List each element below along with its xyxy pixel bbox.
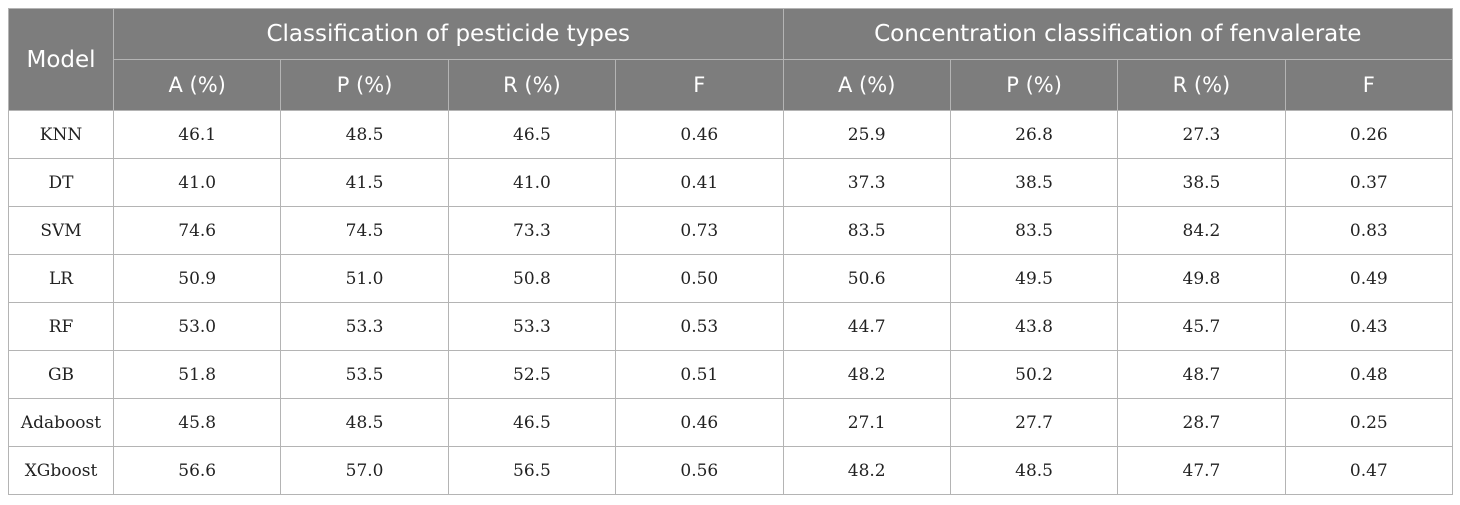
metric-value-cell: 38.5 <box>1117 158 1286 207</box>
metric-value-cell: 28.7 <box>1117 398 1286 447</box>
metric-value-cell: 0.37 <box>1284 158 1454 207</box>
metric-value-cell: 41.0 <box>447 158 617 207</box>
metric-value-cell: 50.8 <box>447 254 617 303</box>
metric-value-cell: 84.2 <box>1117 206 1286 255</box>
metric-value-cell: 50.2 <box>949 350 1119 399</box>
header-row-groups: Model Classification of pesticide types … <box>8 8 1454 111</box>
table-row: KNN 46.1 48.5 46.5 0.46 25.9 26.8 27.3 0.26 <box>8 110 1454 159</box>
metric-value-cell: 27.1 <box>782 398 951 447</box>
table-row: SVM 74.6 74.5 73.3 0.73 83.5 83.5 84.2 0.83 <box>8 206 1454 255</box>
metric-value-cell: 43.8 <box>949 302 1119 351</box>
metric-value-cell: 27.3 <box>1117 110 1286 159</box>
metric-value-cell: 52.5 <box>447 350 617 399</box>
metric-header-precision: P (%) <box>949 59 1119 111</box>
metric-value-cell: 0.41 <box>615 158 784 207</box>
table-body: KNN 46.1 48.5 46.5 0.46 25.9 26.8 27.3 0.26 DT 41.… <box>8 110 1454 495</box>
metric-value-cell: 51.8 <box>112 350 282 399</box>
metric-value-cell: 0.49 <box>1284 254 1454 303</box>
metric-value-cell: 48.5 <box>949 446 1119 495</box>
metric-value-cell: 74.5 <box>280 206 449 255</box>
metric-value-cell: 0.43 <box>1284 302 1454 351</box>
metric-value-cell: 50.9 <box>112 254 282 303</box>
metric-value-cell: 48.2 <box>782 350 951 399</box>
metric-value-cell: 45.8 <box>112 398 282 447</box>
metric-value-cell: 53.5 <box>280 350 449 399</box>
metric-value-cell: 48.7 <box>1117 350 1286 399</box>
metric-value-cell: 45.7 <box>1117 302 1286 351</box>
model-name-cell: RF <box>8 302 114 351</box>
metric-value-cell: 49.5 <box>949 254 1119 303</box>
table-row: Adaboost 45.8 48.5 46.5 0.46 27.1 27.7 28.7 0.25 <box>8 398 1454 447</box>
metric-header-recall: R (%) <box>447 59 617 111</box>
metric-value-cell: 48.5 <box>280 110 449 159</box>
metric-value-cell: 51.0 <box>280 254 449 303</box>
metric-value-cell: 27.7 <box>949 398 1119 447</box>
group-header-pesticide-types: Classification of pesticide types <box>113 8 784 60</box>
metric-header-accuracy: A (%) <box>782 59 951 111</box>
metric-value-cell: 53.3 <box>447 302 617 351</box>
metric-value-cell: 50.6 <box>782 254 951 303</box>
metric-value-cell: 56.5 <box>447 446 617 495</box>
metric-value-cell: 0.51 <box>615 350 784 399</box>
model-name-cell: LR <box>8 254 114 303</box>
metric-header-accuracy: A (%) <box>112 59 282 111</box>
metric-value-cell: 53.0 <box>112 302 282 351</box>
metric-value-cell: 44.7 <box>782 302 951 351</box>
metric-value-cell: 46.5 <box>447 398 617 447</box>
results-table: Model Classification of pesticide types … <box>8 8 1454 495</box>
metric-value-cell: 0.26 <box>1284 110 1454 159</box>
metric-value-cell: 46.1 <box>112 110 282 159</box>
metric-value-cell: 83.5 <box>782 206 951 255</box>
metric-value-cell: 74.6 <box>112 206 282 255</box>
metric-value-cell: 73.3 <box>447 206 617 255</box>
metric-value-cell: 0.56 <box>615 446 784 495</box>
metric-value-cell: 0.46 <box>615 398 784 447</box>
model-name-cell: GB <box>8 350 114 399</box>
metric-value-cell: 56.6 <box>112 446 282 495</box>
metric-value-cell: 0.25 <box>1284 398 1454 447</box>
model-name-cell: XGboost <box>8 446 114 495</box>
group-header-fenvalerate-concentration: Concentration classification of fenvaler… <box>782 8 1454 60</box>
metric-value-cell: 53.3 <box>280 302 449 351</box>
metric-value-cell: 48.5 <box>280 398 449 447</box>
metric-header-f-score: F <box>615 59 784 111</box>
metric-value-cell: 83.5 <box>949 206 1119 255</box>
metric-value-cell: 57.0 <box>280 446 449 495</box>
header-row-metrics: A (%) P (%) R (%) F A (%) P (%) R (%) F <box>9 59 1454 111</box>
metric-value-cell: 25.9 <box>782 110 951 159</box>
metric-value-cell: 49.8 <box>1117 254 1286 303</box>
model-name-cell: Adaboost <box>8 398 114 447</box>
table-container: Model Classification of pesticide types … <box>8 8 1454 495</box>
metric-value-cell: 26.8 <box>949 110 1119 159</box>
table-row: GB 51.8 53.5 52.5 0.51 48.2 50.2 48.7 0.48 <box>8 350 1454 399</box>
metric-value-cell: 41.5 <box>280 158 449 207</box>
metric-value-cell: 0.48 <box>1284 350 1454 399</box>
table-row: RF 53.0 53.3 53.3 0.53 44.7 43.8 45.7 0.43 <box>8 302 1454 351</box>
model-name-cell: DT <box>8 158 114 207</box>
table-row: XGboost 56.6 57.0 56.5 0.56 48.2 48.5 47.7 0.47 <box>8 446 1454 495</box>
metric-value-cell: 0.83 <box>1284 206 1454 255</box>
metric-header-f-score: F <box>1284 59 1454 111</box>
metric-value-cell: 47.7 <box>1117 446 1286 495</box>
model-column-header: Model <box>8 8 114 111</box>
metric-value-cell: 0.46 <box>615 110 784 159</box>
metric-value-cell: 38.5 <box>949 158 1119 207</box>
metric-value-cell: 37.3 <box>782 158 951 207</box>
metric-header-precision: P (%) <box>280 59 449 111</box>
table-row: DT 41.0 41.5 41.0 0.41 37.3 38.5 38.5 0.37 <box>8 158 1454 207</box>
model-name-cell: KNN <box>8 110 114 159</box>
metric-value-cell: 48.2 <box>782 446 951 495</box>
metric-value-cell: 0.73 <box>615 206 784 255</box>
metric-value-cell: 0.47 <box>1284 446 1454 495</box>
metric-value-cell: 0.50 <box>615 254 784 303</box>
table-row: LR 50.9 51.0 50.8 0.50 50.6 49.5 49.8 0.49 <box>8 254 1454 303</box>
metric-value-cell: 46.5 <box>447 110 617 159</box>
model-name-cell: SVM <box>8 206 114 255</box>
metric-value-cell: 41.0 <box>112 158 282 207</box>
metric-header-recall: R (%) <box>1117 59 1286 111</box>
metric-value-cell: 0.53 <box>615 302 784 351</box>
